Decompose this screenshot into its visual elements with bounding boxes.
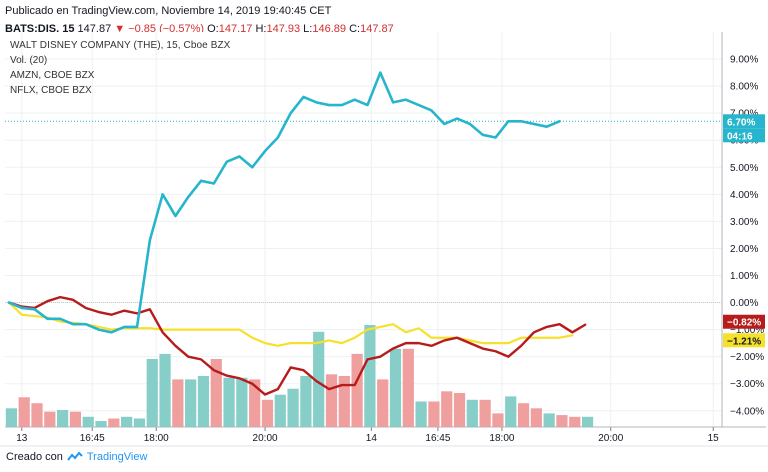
footer-text: Creado con [6,451,63,463]
series-line-nflx [7,71,561,334]
volume-bar [57,410,69,427]
footer-brand[interactable]: TradingView [86,451,148,463]
x-tick-label: 15 [708,433,720,444]
plot-area [5,32,722,427]
y-tick-label: 4.00% [730,190,758,201]
tradingview-logo-icon [67,452,83,461]
legend-amzn: AMZN, CBOE BZX [10,70,95,81]
volume-bar [453,393,466,427]
y-tick-label: 1.00% [730,271,758,282]
y-tick-label: −3.00% [730,379,764,390]
x-tick-label: 16:45 [425,433,450,444]
volume-bar [428,401,440,427]
footer: Creado con TradingView [6,451,147,463]
series-line-amzn [7,301,574,347]
y-tick-label: 3.00% [730,217,758,228]
volume-bar [517,403,530,427]
last-value-nflx: 6.70% [727,117,755,128]
volume-bar [82,416,94,427]
volume-bar [287,388,299,427]
volume-bar [569,416,581,427]
volume-bar [172,379,184,427]
volume-bar [313,331,325,427]
volume-bar [108,418,120,427]
volume-bar [364,325,376,427]
volume-bar [261,399,274,427]
close-label: C: [349,23,361,35]
y-tick-label: 9.00% [730,55,758,66]
low-label: L: [303,23,313,35]
x-tick-label: 13 [16,433,28,444]
volume-bar [197,376,210,427]
series-legend: WALT DISNEY COMPANY (THE), 15, Cboe BZX … [10,38,230,98]
volume-bar [300,376,312,427]
y-tick-label: −4.00% [730,406,764,417]
volume-bar [185,379,197,427]
volume-bar [338,376,350,427]
last-value-amzn: −1.21% [727,336,761,347]
volume-bar [5,408,18,427]
volume-bar [466,399,478,427]
x-tick-label: 20:00 [253,433,278,444]
volume-bar [18,397,30,427]
volume-bar [146,359,158,427]
volume-bar [31,403,43,427]
last-value-amzn-bg [723,333,765,348]
y-tick-label: −2.00% [730,352,764,363]
volume-bar [69,411,82,427]
open-label: O: [207,23,219,35]
x-tick-label: 18:00 [144,433,169,444]
y-tick-label: 7.00% [730,109,758,120]
volume-bar [210,359,222,427]
volume-bar [505,396,517,427]
volume-bar [44,411,56,427]
last-value-dis: −0.82% [727,318,761,329]
volume-bar [581,416,594,427]
y-tick-label: 8.00% [730,82,758,93]
legend-main: WALT DISNEY COMPANY (THE), 15, Cboe BZX [10,40,231,51]
last-value-dis-bg [723,314,765,329]
x-tick-label: 18:00 [489,433,514,444]
volume-bar [159,353,171,427]
volume-bar [441,391,453,427]
x-tick-label: 14 [366,433,378,444]
volume-bar [402,348,414,427]
volume-bar [479,399,491,427]
countdown-bg [723,128,765,143]
volume-bar [415,401,427,427]
volume-bar [377,379,389,427]
volume-bar [556,415,568,427]
volume-bar [121,416,133,427]
volume-bar [236,377,248,427]
series-line-dis [7,295,587,396]
x-tick-label: 16:45 [80,433,105,444]
volume-bar [223,377,235,427]
x-tick-label: 20:00 [598,433,623,444]
legend-volume: Vol. (20) [10,55,48,66]
y-tick-label: 5.00% [730,163,758,174]
volume-bar [530,408,542,427]
volume-bar [133,418,146,427]
volume-bar [351,353,363,427]
last-value-nflx-bg [723,114,765,129]
volume-bar [492,413,504,427]
legend-nflx: NFLX, CBOE BZX [10,85,92,96]
y-tick-label: 0.00% [730,298,758,309]
y-tick-label: 2.00% [730,244,758,255]
high-label: H: [255,23,267,35]
volume-bar [274,394,286,427]
published-info: Publicado en TradingView.com, Noviembre … [5,5,332,17]
volume-bar [543,413,555,427]
volume-bar [95,421,107,427]
volume-bar [325,374,338,427]
y-tick-label: −1.00% [730,325,764,336]
countdown-label: 04:16 [727,131,753,142]
volume-bar [389,348,402,427]
volume-bar [249,379,261,427]
